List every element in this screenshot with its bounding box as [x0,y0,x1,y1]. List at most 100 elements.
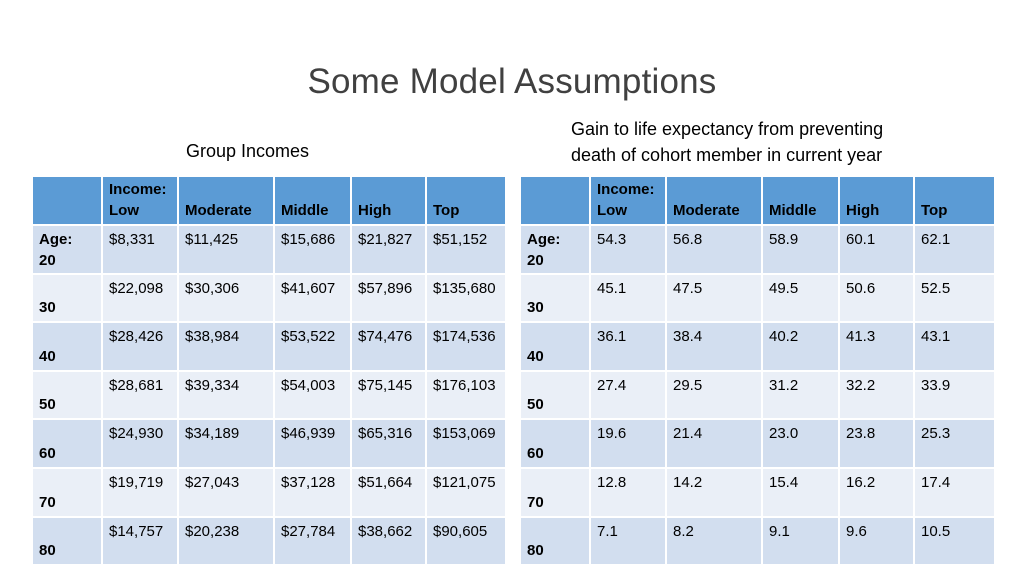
table-cell: 62.1 [913,224,996,275]
table-cell: $28,426 [101,321,179,372]
age-value: 80 [39,542,56,560]
age-value: 70 [527,493,544,511]
age-value: 50 [39,396,56,414]
header-cell: Top [913,175,996,226]
life-expectancy-caption-line1: Gain to life expectancy from preventing [571,119,884,139]
header-cell: Middle [273,175,352,226]
table-cell: $90,605 [425,515,507,567]
table-cell: 49.5 [761,272,840,324]
life-expectancy-caption: Gain to life expectancy from preventing … [571,116,883,168]
table-cell: $176,103 [425,369,507,421]
age-label: Age: [527,231,561,248]
table-cell: 15.4 [761,466,840,518]
table-cell: 7.1 [589,515,667,567]
table-cell: $65,316 [350,418,427,469]
header-cell: Income: Low [101,175,179,226]
age-cell: 60 [31,418,103,469]
table-cell: $34,189 [177,418,275,469]
header-line1: Income: [597,181,655,198]
age-value: 30 [39,299,56,317]
header-line2: Middle [281,202,329,219]
table-row: 70 12.8 14.2 15.4 16.2 17.4 [519,466,996,518]
table-cell: $174,536 [425,321,507,372]
age-label: Age: [39,231,73,248]
table-row: 30 45.1 47.5 49.5 50.6 52.5 [519,272,996,324]
table-cell: 33.9 [913,369,996,421]
table-cell: $19,719 [101,466,179,518]
table-cell: 32.2 [838,369,915,421]
table-header-row: Income: Low Moderate Middle High Top [31,175,507,226]
age-cell: 80 [31,515,103,567]
table-cell: 10.5 [913,515,996,567]
table-row: Age: 20 $8,331 $11,425 $15,686 $21,827 $51,152 [31,224,507,275]
table-cell: 19.6 [589,418,667,469]
header-cell: Middle [761,175,840,226]
table-cell: 23.8 [838,418,915,469]
age-value: 60 [39,444,56,462]
table-cell: 36.1 [589,321,667,372]
table-cell: $37,128 [273,466,352,518]
group-incomes-table: Income: Low Moderate Middle High Top Age: 20 $8… [31,175,507,567]
header-cell: High [838,175,915,226]
table-cell: $74,476 [350,321,427,372]
table-cell: 47.5 [665,272,763,324]
table-cell: 50.6 [838,272,915,324]
table-row: 40 36.1 38.4 40.2 41.3 43.1 [519,321,996,372]
table-cell: $27,043 [177,466,275,518]
table-cell: 58.9 [761,224,840,275]
header-line2: High [358,202,392,219]
table-cell: $15,686 [273,224,352,275]
age-cell: 70 [31,466,103,518]
table-cell: $46,939 [273,418,352,469]
table-row: 80 7.1 8.2 9.1 9.6 10.5 [519,515,996,567]
age-cell: Age: 20 [519,224,591,275]
life-expectancy-caption-line2: death of cohort member in current year [571,145,883,165]
table-cell: 38.4 [665,321,763,372]
table-cell: $51,664 [350,466,427,518]
table-cell: 27.4 [589,369,667,421]
table-cell: 45.1 [589,272,667,324]
table-cell: 40.2 [761,321,840,372]
table-cell: 16.2 [838,466,915,518]
table-cell: 23.0 [761,418,840,469]
header-line2: Top [921,202,948,219]
header-cell: Moderate [665,175,763,226]
table-cell: $30,306 [177,272,275,324]
table-cell: $22,098 [101,272,179,324]
table-cell: 14.2 [665,466,763,518]
table-cell: 25.3 [913,418,996,469]
table-cell: 60.1 [838,224,915,275]
age-cell: Age: 20 [31,224,103,275]
table-row: 40 $28,426 $38,984 $53,522 $74,476 $174,536 [31,321,507,372]
table-cell: 29.5 [665,369,763,421]
table-cell: $51,152 [425,224,507,275]
table-cell: 8.2 [665,515,763,567]
age-value: 70 [39,493,56,511]
header-cell: Income: Low [589,175,667,226]
slide-title: Some Model Assumptions [307,62,717,101]
table-cell: 54.3 [589,224,667,275]
header-cell-age [519,175,591,226]
table-cell: $75,145 [350,369,427,421]
header-line2: Moderate [673,202,740,219]
age-cell: 40 [519,321,591,372]
header-line2: Low [109,202,139,219]
table-cell: 12.8 [589,466,667,518]
table-cell: $27,784 [273,515,352,567]
table-cell: $38,984 [177,321,275,372]
table-row: 30 $22,098 $30,306 $41,607 $57,896 $135,680 [31,272,507,324]
table-cell: 31.2 [761,369,840,421]
table-cell: $53,522 [273,321,352,372]
header-cell-age [31,175,103,226]
age-value: 30 [527,299,544,317]
age-cell: 40 [31,321,103,372]
table-cell: $39,334 [177,369,275,421]
group-incomes-caption: Group Incomes [186,141,310,161]
header-line1: Income: [109,181,167,198]
header-line2: Low [597,202,627,219]
header-line2: Top [433,202,460,219]
table-cell: $11,425 [177,224,275,275]
header-cell: High [350,175,427,226]
age-value: 60 [527,444,544,462]
table-row: 60 19.6 21.4 23.0 23.8 25.3 [519,418,996,469]
